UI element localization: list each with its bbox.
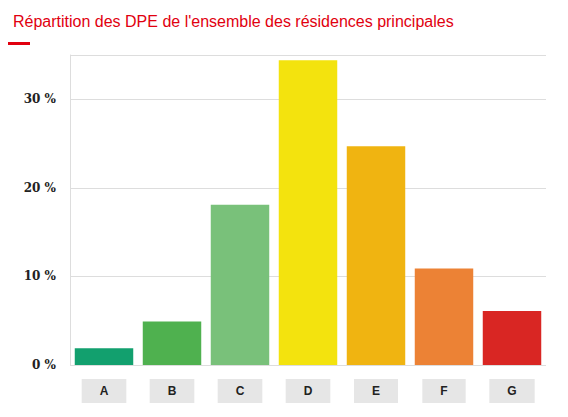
svg-text:G: G xyxy=(507,384,516,398)
svg-text:10 %: 10 % xyxy=(24,269,57,283)
svg-text:C: C xyxy=(236,384,245,398)
svg-text:F: F xyxy=(440,384,447,398)
svg-text:30 %: 30 % xyxy=(24,92,57,106)
svg-text:Répartition des DPE de l'ensem: Répartition des DPE de l'ensemble des ré… xyxy=(13,13,454,30)
svg-text:20 %: 20 % xyxy=(24,181,57,195)
svg-text:B: B xyxy=(168,384,177,398)
svg-text:A: A xyxy=(100,384,109,398)
svg-text:E: E xyxy=(372,384,380,398)
svg-text:0 %: 0 % xyxy=(32,358,57,372)
svg-text:D: D xyxy=(304,384,313,398)
